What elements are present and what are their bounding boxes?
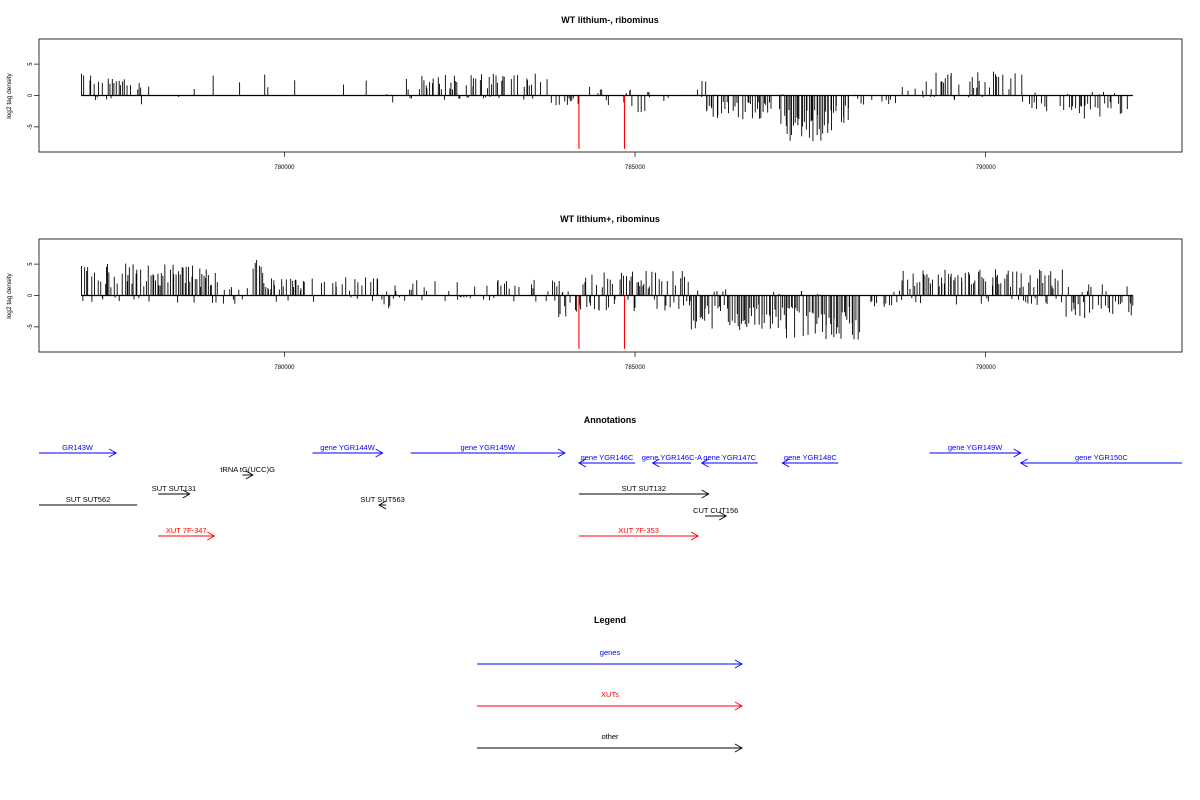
arrow-head: [1019, 458, 1028, 468]
annotation-feature: gene YGR145W: [410, 443, 566, 458]
annotation-feature: SUT SUT563: [360, 495, 405, 510]
legend-title: Legend: [594, 615, 626, 625]
arrow-head: [108, 448, 118, 458]
annotation-feature: gene YGR146C: [578, 453, 636, 468]
annotations-title: Annotations: [584, 415, 637, 425]
feature-label: SUT SUT132: [622, 484, 666, 493]
feature-label: SUT SUT562: [66, 495, 110, 504]
arrow-head: [700, 458, 709, 468]
legend-arrow-head: [734, 743, 743, 753]
y-tick-label: 0: [28, 293, 34, 297]
arrow-head: [781, 458, 790, 468]
annotation-feature: GR143W: [39, 443, 118, 458]
legend-item-xut: XUTs: [477, 690, 743, 711]
legend-items: genes XUTs other: [477, 648, 743, 753]
legend-label: XUTs: [601, 690, 619, 699]
arrow-head: [701, 489, 710, 499]
feature-label: gene YGR150C: [1075, 453, 1128, 462]
signal-bars: [81, 260, 1134, 340]
annotation-feature: SUT SUT131: [152, 484, 196, 499]
annotation-feature: gene YGR149W: [929, 443, 1022, 458]
arrow-head: [578, 458, 587, 468]
legend-item-gene: genes: [477, 648, 743, 669]
annotation-track: Annotations GR143W gene YGR144W gene YGR14…: [39, 415, 1182, 541]
feature-label: gene YGR146C: [581, 453, 634, 462]
y-axis-label: log2 tag density: [6, 72, 13, 118]
x-tick-label: 785000: [625, 365, 646, 371]
y-tick-label: 0: [28, 93, 34, 97]
track-panel-lithium-minus: WT lithium-, ribominus log2 tag density …: [6, 15, 1183, 171]
feature-label: gene YGR147C: [703, 453, 756, 462]
annotation-feature: gene YGR150C: [1019, 453, 1182, 468]
legend-label: genes: [600, 648, 621, 657]
annotation-feature: XUT 7F-353: [578, 526, 700, 541]
x-tick-label: 785000: [625, 165, 646, 171]
feature-label: gene YGR148C: [784, 453, 837, 462]
feature-label: GR143W: [62, 443, 94, 452]
marker-lines: [578, 295, 626, 349]
feature-label: CUT CUT156: [693, 506, 738, 515]
legend-arrow-head: [734, 701, 743, 711]
annotation-feature: SUT SUT562: [39, 495, 138, 506]
marker-lines: [578, 95, 626, 149]
arrow-head: [1013, 448, 1022, 458]
signal-bars: [81, 71, 1133, 142]
annotation-feature: gene YGR146C-A: [642, 453, 702, 468]
panel-title: WT lithium-, ribominus: [561, 15, 659, 25]
feature-label: XUT 7F-353: [618, 526, 659, 535]
feature-label: SUT SUT131: [152, 484, 196, 493]
annotation-items: GR143W gene YGR144W gene YGR145W gene YGR14…: [39, 443, 1182, 541]
track-panel-lithium-plus: WT lithium+, ribominus log2 tag density …: [6, 214, 1183, 371]
annotation-feature: CUT CUT156: [693, 506, 738, 521]
feature-label: gene YGR146C-A: [642, 453, 702, 462]
arrow-head: [245, 470, 254, 480]
feature-label: gene YGR144W: [320, 443, 375, 452]
annotation-feature: gene YGR148C: [781, 453, 839, 468]
y-tick-label: -5: [28, 124, 34, 130]
arrow-head: [378, 500, 387, 510]
y-axis-label: log2 tag density: [6, 272, 13, 318]
legend-label: other: [601, 732, 619, 741]
feature-label: gene YGR149W: [948, 443, 1003, 452]
axes: 780000 785000 790000 -5 0 5: [28, 62, 996, 171]
arrow-head: [690, 531, 700, 541]
annotation-feature: XUT 7F-347: [158, 526, 216, 541]
legend: Legend genes XUTs other: [477, 615, 743, 753]
arrow-head: [651, 458, 660, 468]
annotation-feature: gene YGR147C: [700, 453, 758, 468]
arrow-head: [182, 489, 191, 499]
panel-title: WT lithium+, ribominus: [560, 214, 660, 224]
feature-label: XUT 7F-347: [166, 526, 207, 535]
legend-item-other: other: [477, 732, 743, 753]
feature-label: SUT SUT563: [360, 495, 404, 504]
arrow-head: [557, 448, 566, 458]
y-tick-label: 5: [28, 262, 34, 266]
x-tick-label: 780000: [274, 165, 295, 171]
x-tick-label: 780000: [274, 365, 295, 371]
legend-arrow-head: [734, 659, 743, 669]
arrow-head: [375, 448, 384, 458]
feature-label: tRNA tG(UCC)G: [220, 465, 275, 474]
x-tick-label: 790000: [976, 165, 997, 171]
annotation-feature: SUT SUT132: [578, 484, 710, 499]
x-tick-label: 790000: [976, 365, 997, 371]
axes: 780000 785000 790000 -5 0 5: [28, 262, 996, 371]
feature-label: gene YGR145W: [461, 443, 516, 452]
arrow-head: [718, 511, 728, 521]
y-tick-label: -5: [28, 324, 34, 330]
annotation-feature: tRNA tG(UCC)G: [220, 465, 275, 480]
y-tick-label: 5: [28, 62, 34, 66]
arrow-head: [207, 531, 216, 541]
annotation-feature: gene YGR144W: [312, 443, 384, 458]
